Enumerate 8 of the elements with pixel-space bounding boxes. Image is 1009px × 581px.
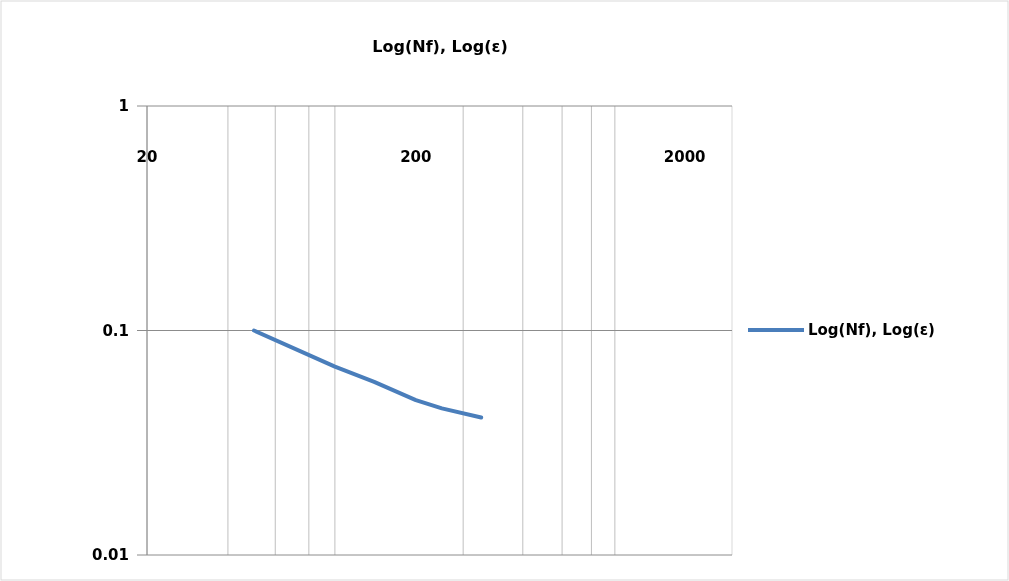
x-tick-label: 200 [400,148,432,166]
x-tick-label: 2000 [663,148,706,166]
chart-title: Log(Nf), Log(ε) [372,37,508,56]
legend-label: Log(Nf), Log(ε) [808,321,935,339]
y-tick-label: 0.01 [91,546,129,564]
x-tick-label: 20 [136,148,158,166]
y-tick-label: 1 [118,97,129,115]
y-tick-label: 0.1 [102,321,129,340]
